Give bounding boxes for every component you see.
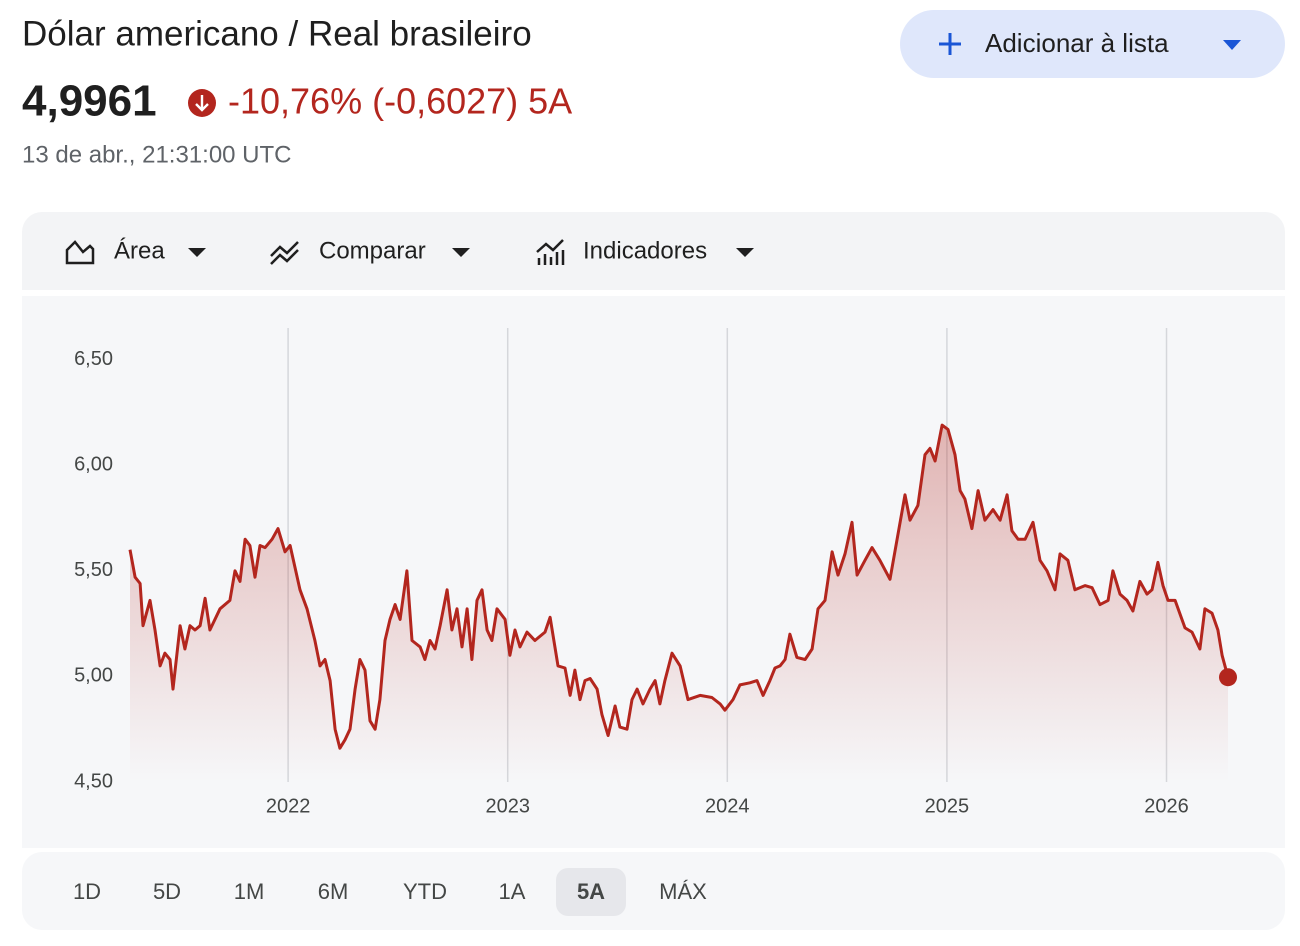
x-tick-label: 2023 — [485, 795, 530, 817]
x-tick-label: 2024 — [705, 795, 750, 817]
indicators-menu[interactable]: Indicadores — [536, 237, 754, 265]
y-tick-label: 4,50 — [74, 770, 113, 792]
range-label: 6M — [318, 879, 349, 904]
x-tick-label: 2022 — [266, 795, 311, 817]
range-button[interactable]: 6M — [318, 879, 349, 904]
price: 4,9961 — [22, 77, 157, 126]
range-button[interactable]: 1D — [73, 879, 101, 904]
range-label: 5A — [577, 879, 605, 904]
timestamp: 13 de abr., 21:31:00 UTC — [22, 141, 292, 168]
range-label: 1M — [234, 879, 265, 904]
range-label: 5D — [153, 879, 181, 904]
last-point — [1219, 668, 1237, 687]
range-button[interactable]: 5D — [153, 879, 181, 904]
range-label: MÁX — [659, 879, 707, 904]
toolbar-label: Comparar — [319, 237, 426, 264]
range-panel — [22, 852, 1285, 930]
range-label: 1D — [73, 879, 101, 904]
down-icon — [188, 89, 216, 117]
price-change: -10,76% (-0,6027) 5A — [228, 81, 572, 122]
y-tick-label: 5,50 — [74, 559, 113, 581]
chart-type-menu[interactable]: Área — [65, 237, 206, 264]
toolbar-panel-base — [22, 260, 1285, 290]
title: Dólar americano / Real brasileiro — [22, 14, 532, 53]
add-to-list-button[interactable]: Adicionar à lista — [900, 10, 1285, 78]
area — [130, 425, 1228, 782]
compare-menu[interactable]: Comparar — [270, 237, 470, 265]
y-tick-label: 6,50 — [74, 348, 113, 370]
range-selector: 1D 5D 1M 6M YTD 1A 5A MÁX — [73, 868, 707, 916]
range-label: 1A — [499, 879, 526, 904]
line — [128, 423, 1230, 750]
toolbar-label: Indicadores — [583, 237, 707, 264]
range-label: YTD — [403, 879, 447, 904]
add-button-label: Adicionar à lista — [985, 28, 1169, 58]
y-tick-label: 6,00 — [74, 454, 113, 476]
range-button[interactable]: YTD — [403, 879, 447, 904]
plot: 2022 2023 2024 2025 2026 4,50 5,00 5,50 6,00 6,50 — [74, 328, 1237, 817]
range-selected-bg — [556, 868, 626, 916]
x-tick-label: 2025 — [925, 795, 970, 817]
x-tick-label: 2026 — [1144, 795, 1189, 817]
toolbar-label: Área — [114, 237, 165, 264]
range-button[interactable]: 5A — [556, 868, 626, 916]
y-tick-label: 5,00 — [74, 665, 113, 687]
range-button[interactable]: 1M — [234, 879, 265, 904]
range-button[interactable]: MÁX — [659, 879, 707, 904]
range-button[interactable]: 1A — [499, 879, 526, 904]
